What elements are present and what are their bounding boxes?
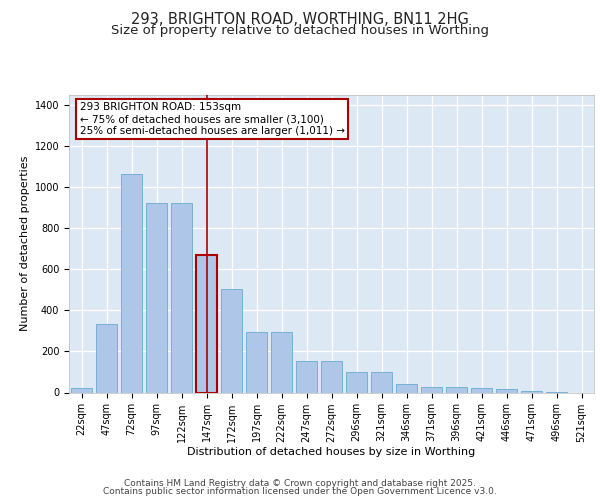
- Bar: [421, 388, 442, 392]
- Text: 293, BRIGHTON ROAD, WORTHING, BN11 2HG: 293, BRIGHTON ROAD, WORTHING, BN11 2HG: [131, 12, 469, 28]
- Text: Size of property relative to detached houses in Worthing: Size of property relative to detached ho…: [111, 24, 489, 37]
- Bar: [296, 360, 317, 392]
- Bar: [71, 388, 92, 392]
- Bar: [196, 255, 217, 392]
- Bar: [396, 384, 417, 392]
- Bar: [471, 388, 492, 392]
- Bar: [96, 324, 117, 392]
- Text: 293 BRIGHTON ROAD: 153sqm
← 75% of detached houses are smaller (3,100)
25% of se: 293 BRIGHTON ROAD: 153sqm ← 75% of detac…: [79, 102, 344, 136]
- X-axis label: Distribution of detached houses by size in Worthing: Distribution of detached houses by size …: [187, 448, 476, 458]
- Bar: [496, 390, 517, 392]
- Bar: [521, 391, 542, 392]
- Text: Contains public sector information licensed under the Open Government Licence v3: Contains public sector information licen…: [103, 487, 497, 496]
- Bar: [271, 332, 292, 392]
- Bar: [371, 372, 392, 392]
- Y-axis label: Number of detached properties: Number of detached properties: [20, 156, 31, 332]
- Bar: [346, 372, 367, 392]
- Bar: [221, 289, 242, 393]
- Bar: [171, 202, 192, 392]
- Bar: [246, 332, 267, 392]
- Bar: [146, 202, 167, 392]
- Bar: [321, 360, 342, 392]
- Bar: [121, 174, 142, 392]
- Bar: [446, 388, 467, 392]
- Text: Contains HM Land Registry data © Crown copyright and database right 2025.: Contains HM Land Registry data © Crown c…: [124, 478, 476, 488]
